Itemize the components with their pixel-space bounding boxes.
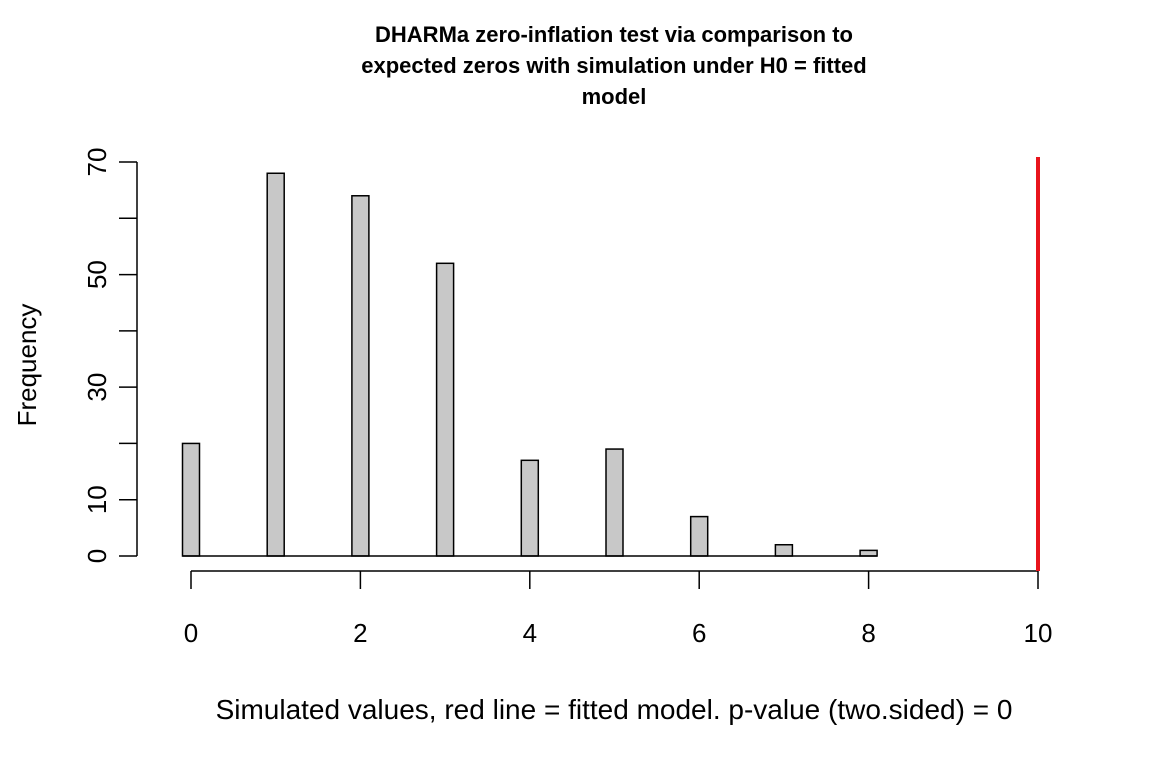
x-tick-label-8: 8	[861, 618, 875, 648]
histogram-bar-1	[266, 172, 285, 557]
y-tick-label-70: 70	[82, 148, 112, 177]
x-tick-label-6: 6	[692, 618, 706, 648]
histogram-bar-2	[351, 195, 370, 557]
x-tick-label-4: 4	[523, 618, 537, 648]
x-tick-label-2: 2	[353, 618, 367, 648]
chart-title-line-1: DHARMa zero-inflation test via compariso…	[375, 22, 853, 47]
y-tick-label-30: 30	[82, 373, 112, 402]
x-axis: 0 2 4 6 8 10	[184, 570, 1053, 648]
x-tick-label-0: 0	[184, 618, 198, 648]
x-tick-label-10: 10	[1024, 618, 1053, 648]
chart-title-line-3: model	[582, 84, 647, 109]
histogram-bar-5	[605, 448, 624, 557]
histogram-bars	[181, 172, 878, 557]
y-tick-label-0: 0	[82, 549, 112, 563]
histogram-bar-6	[689, 515, 709, 557]
histogram-bar-8	[859, 549, 878, 557]
chart-title: DHARMa zero-inflation test via compariso…	[361, 22, 866, 109]
histogram-bar-7	[774, 543, 794, 557]
y-tick-label-50: 50	[82, 260, 112, 289]
histogram-bar-0	[181, 442, 201, 557]
y-axis-label: Frequency	[12, 304, 42, 427]
x-axis-label: Simulated values, red line = fitted mode…	[216, 694, 1013, 725]
y-tick-label-10: 10	[82, 485, 112, 514]
y-axis: 0 10 30 50 70	[82, 148, 138, 563]
chart-title-line-2: expected zeros with simulation under H0 …	[361, 53, 866, 78]
histogram-bar-3	[435, 262, 455, 557]
histogram-bar-4	[520, 459, 540, 557]
